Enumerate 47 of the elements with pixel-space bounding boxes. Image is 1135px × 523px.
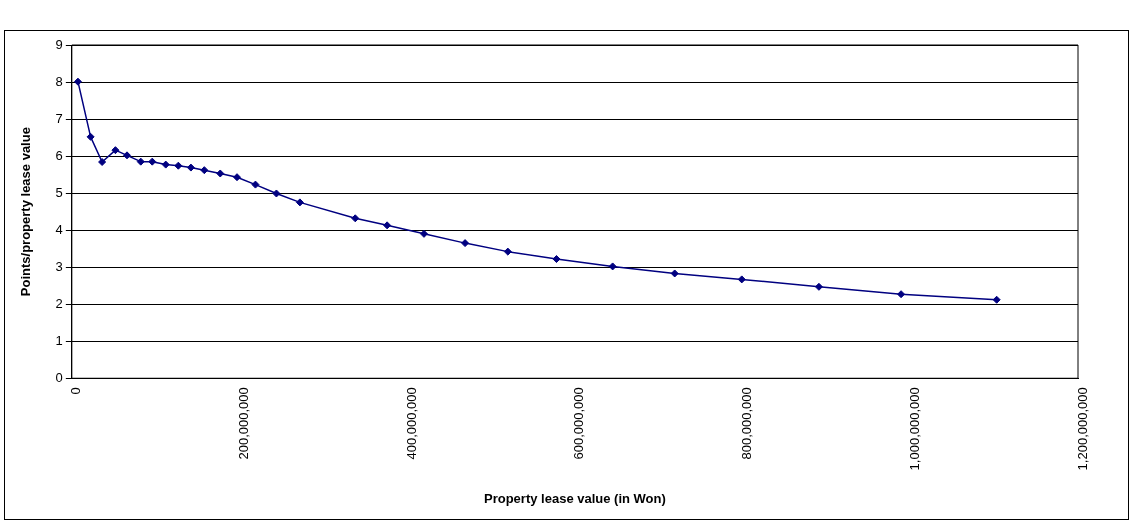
- y-tick-label: 0: [55, 369, 63, 385]
- point: [992, 295, 1001, 304]
- point: [351, 214, 360, 223]
- point: [233, 173, 242, 182]
- y-tick-label: 7: [55, 110, 63, 126]
- point: [200, 166, 209, 175]
- point: [111, 146, 120, 155]
- x-tick-label: 600,000,000: [571, 387, 587, 460]
- point: [148, 157, 157, 166]
- point: [272, 189, 281, 198]
- point: [461, 239, 470, 248]
- x-tick-label: 400,000,000: [403, 387, 419, 460]
- point: [216, 169, 225, 178]
- point: [383, 221, 392, 230]
- point: [552, 255, 561, 264]
- point: [503, 247, 512, 256]
- point: [186, 163, 195, 172]
- y-tick-label: 6: [55, 147, 63, 163]
- point: [251, 180, 260, 189]
- point: [737, 275, 746, 284]
- point: [136, 157, 145, 166]
- point: [174, 161, 183, 170]
- y-tick-label: 4: [55, 221, 63, 237]
- point: [73, 77, 82, 86]
- y-tick-label: 8: [55, 73, 63, 89]
- x-axis-title: Property lease value (in Won): [484, 490, 666, 506]
- point: [123, 151, 131, 160]
- x-tick-label: 1,000,000,000: [906, 387, 922, 471]
- y-tick-label: 5: [55, 184, 63, 200]
- point: [295, 198, 304, 207]
- x-tick-label: 200,000,000: [236, 387, 252, 460]
- point: [814, 282, 823, 291]
- point: [161, 160, 170, 169]
- point: [897, 290, 906, 299]
- x-tick-label: 800,000,000: [739, 387, 755, 460]
- x-tick-label: 1,200,000,000: [1074, 387, 1090, 471]
- point: [98, 158, 107, 167]
- point: [86, 132, 95, 141]
- y-tick-label: 2: [55, 295, 63, 311]
- y-tick-label: 9: [55, 36, 63, 52]
- y-axis-title: Points/property lease value: [18, 127, 34, 297]
- point: [608, 262, 617, 271]
- y-tick-label: 3: [55, 258, 63, 274]
- point: [670, 269, 679, 278]
- y-tick-label: 1: [55, 332, 63, 348]
- x-tick-label: 0: [68, 387, 84, 395]
- point: [419, 229, 428, 238]
